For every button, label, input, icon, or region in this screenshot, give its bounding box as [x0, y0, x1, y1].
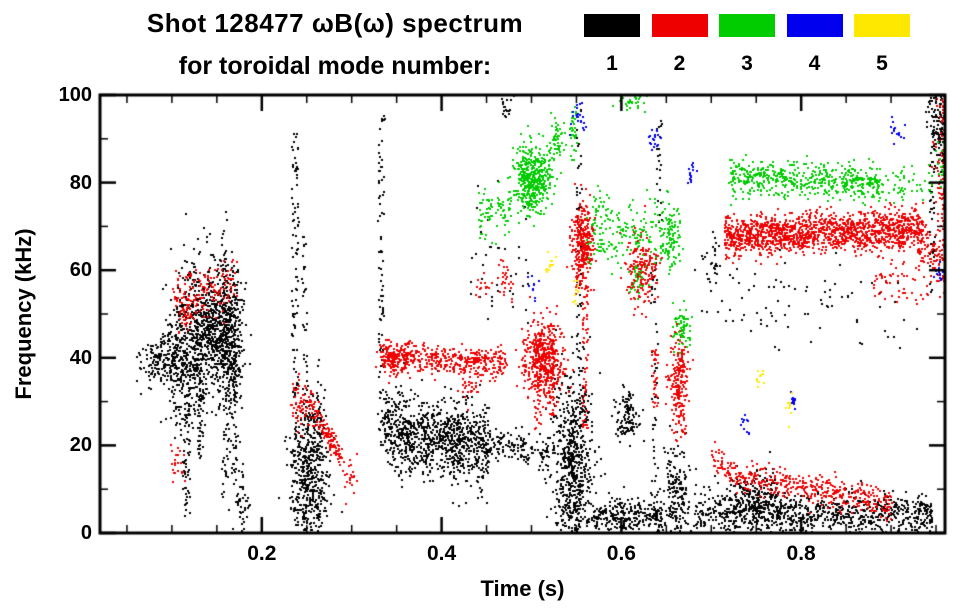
x-tick-label: 0.8 [786, 542, 816, 565]
legend-swatch-mode-3 [719, 14, 775, 37]
legend-swatch-mode-1 [584, 14, 640, 37]
x-tick-label: 0.2 [247, 542, 277, 565]
y-tick-label: 20 [69, 434, 92, 457]
legend-label-mode-5: 5 [876, 52, 888, 75]
x-tick-label: 0.6 [606, 542, 636, 565]
legend-label-mode-1: 1 [606, 52, 618, 75]
y-tick-label: 0 [80, 522, 92, 544]
legend-label-mode-2: 2 [673, 52, 686, 75]
y-tick-label: 80 [69, 171, 92, 194]
legend-swatch-mode-5 [854, 14, 910, 37]
x-tick-label: 0.4 [426, 542, 457, 565]
y-tick-label: 100 [58, 84, 92, 106]
x-axis-label: Time (s) [480, 576, 565, 601]
y-axis-label: Frequency (kHz) [11, 228, 36, 400]
chart-title: Shot 128477 ωB(ω) spectrum [146, 8, 524, 38]
legend-label-mode-3: 3 [741, 52, 753, 75]
legend-label-mode-4: 4 [808, 52, 821, 75]
legend-swatch-mode-4 [786, 14, 843, 37]
y-tick-label: 60 [69, 259, 92, 282]
chart-subtitle: for toroidal mode number: [178, 52, 492, 80]
y-tick-label: 40 [69, 346, 92, 369]
legend-swatch-mode-2 [651, 14, 708, 37]
